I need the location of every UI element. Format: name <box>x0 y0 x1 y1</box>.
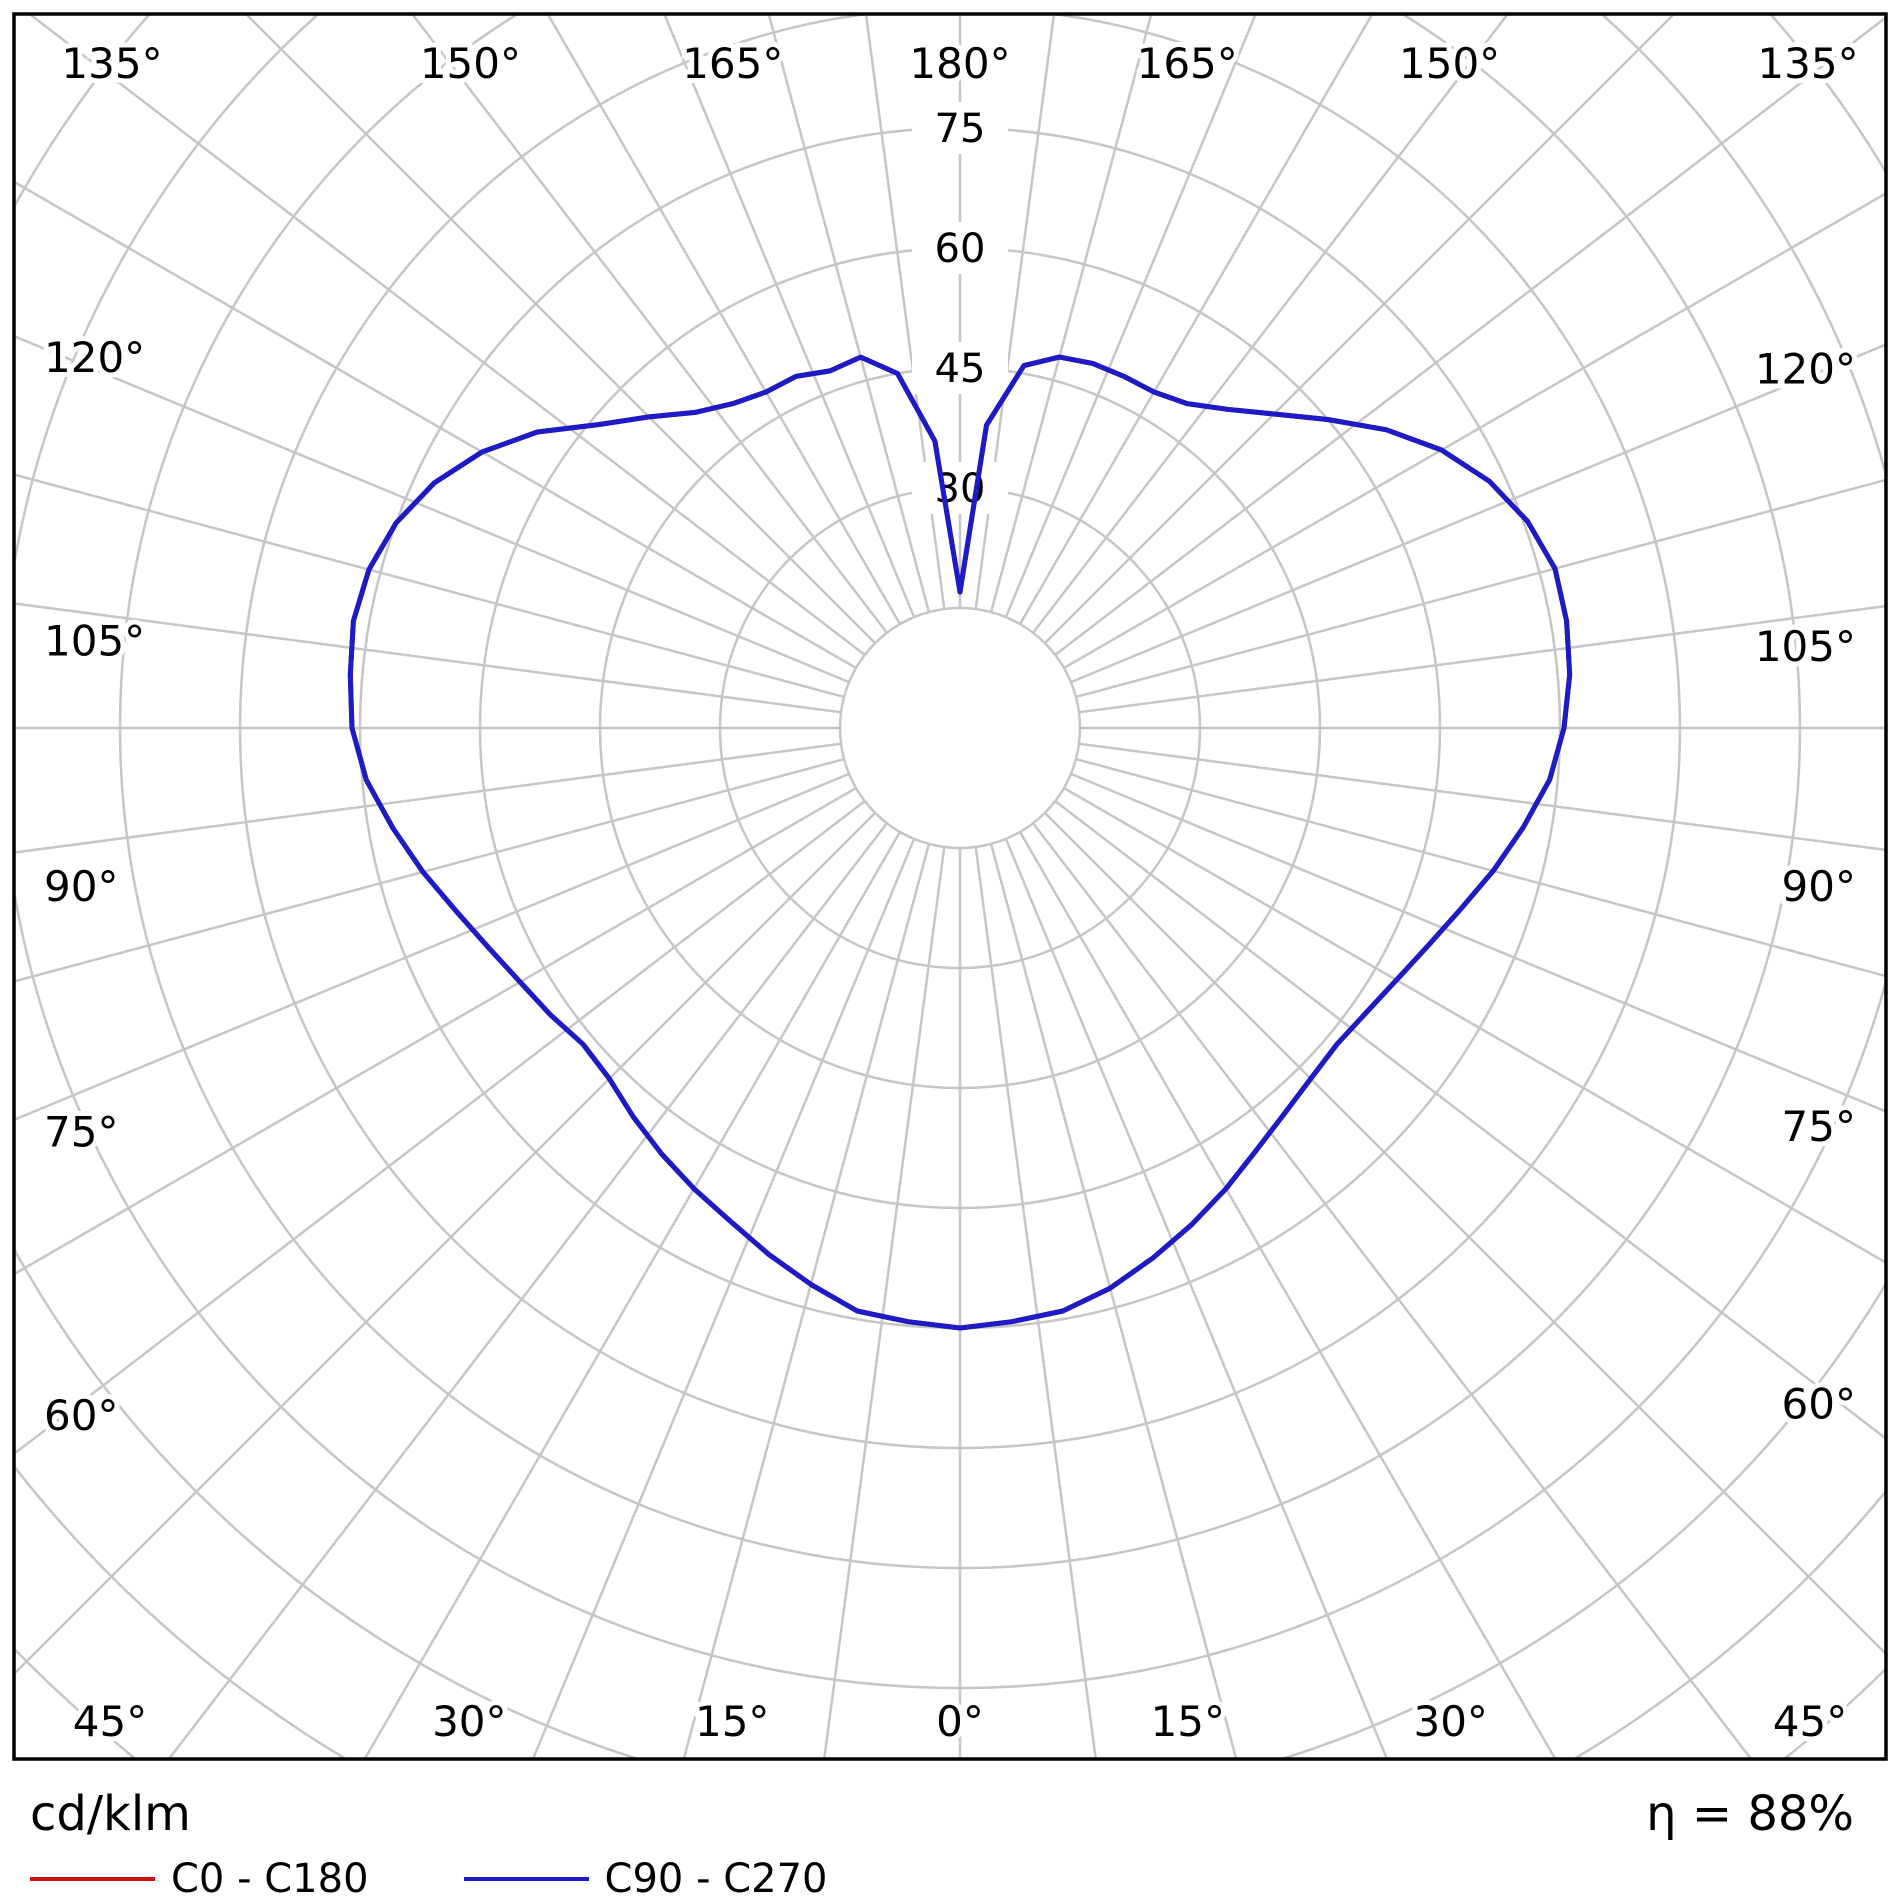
svg-text:30°: 30° <box>432 1697 506 1746</box>
svg-text:135°: 135° <box>61 39 162 88</box>
svg-text:165°: 165° <box>682 39 783 88</box>
units-label: cd/klm <box>30 1786 191 1842</box>
svg-text:45°: 45° <box>1773 1697 1847 1746</box>
svg-text:120°: 120° <box>44 333 145 382</box>
svg-text:120°: 120° <box>1755 345 1856 394</box>
svg-text:105°: 105° <box>44 617 145 666</box>
svg-text:135°: 135° <box>1757 39 1858 88</box>
svg-text:180°: 180° <box>909 39 1010 88</box>
svg-text:0°: 0° <box>936 1697 984 1746</box>
efficiency-label: η = 88% <box>1646 1786 1854 1842</box>
svg-text:75: 75 <box>935 106 986 152</box>
svg-text:75°: 75° <box>44 1107 118 1156</box>
svg-text:60: 60 <box>935 226 986 272</box>
legend: C0 - C180 C90 - C270 <box>30 1856 828 1902</box>
svg-text:60°: 60° <box>44 1391 118 1440</box>
svg-text:105°: 105° <box>1755 622 1856 671</box>
svg-text:150°: 150° <box>420 39 521 88</box>
legend-item-c90-c270: C90 - C270 <box>463 1856 828 1902</box>
svg-text:150°: 150° <box>1399 39 1500 88</box>
svg-text:90°: 90° <box>1782 862 1856 911</box>
svg-text:75°: 75° <box>1782 1102 1856 1151</box>
svg-text:15°: 15° <box>1151 1697 1225 1746</box>
legend-label-c0-c180: C0 - C180 <box>171 1856 369 1902</box>
svg-text:60°: 60° <box>1782 1379 1856 1428</box>
legend-swatch-c90-c270-line <box>463 1877 589 1881</box>
svg-text:30°: 30° <box>1413 1697 1487 1746</box>
svg-text:45°: 45° <box>73 1697 147 1746</box>
legend-label-c90-c270: C90 - C270 <box>604 1856 828 1902</box>
legend-item-c0-c180: C0 - C180 <box>30 1856 369 1902</box>
svg-text:90°: 90° <box>44 862 118 911</box>
chart-footer: cd/klm η = 88% <box>30 1788 1854 1841</box>
svg-text:45: 45 <box>935 346 986 392</box>
svg-text:15°: 15° <box>695 1697 769 1746</box>
legend-swatch-c0-c180-line <box>30 1877 155 1881</box>
svg-text:165°: 165° <box>1137 39 1238 88</box>
